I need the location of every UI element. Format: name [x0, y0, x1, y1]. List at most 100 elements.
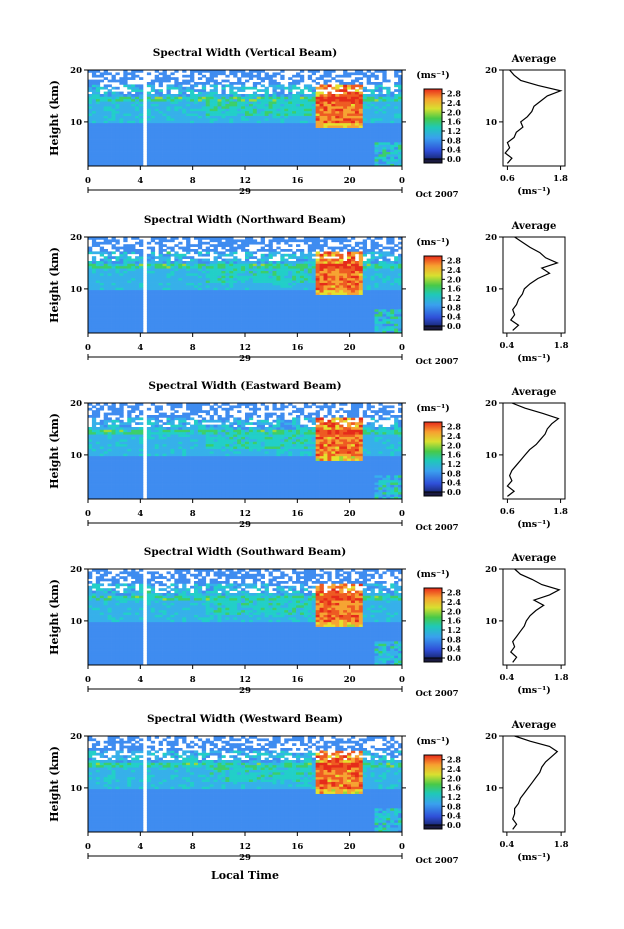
heatmap-cell [319, 110, 324, 114]
heatmap-cell [162, 110, 167, 114]
heatmap-cell [339, 74, 344, 78]
heatmap-cell [370, 158, 375, 162]
heatmap-cell [166, 313, 171, 317]
heatmap-cell [292, 113, 297, 116]
heatmap-cell [201, 154, 207, 157]
heatmap-cell [217, 110, 222, 114]
heatmap-cell [95, 275, 101, 279]
heatmap-cell [248, 297, 254, 300]
heatmap-cell [182, 149, 187, 152]
heatmap-cell [182, 139, 187, 143]
heatmap-cell [256, 301, 262, 305]
heatmap-cell [252, 316, 258, 319]
heatmap-cell [248, 280, 254, 283]
heatmap-cell [307, 130, 313, 133]
heatmap-cell [225, 132, 230, 136]
heatmap-cell [95, 127, 101, 131]
heatmap-cell [229, 299, 234, 303]
heatmap-cell [398, 318, 403, 322]
heatmap-cell [95, 282, 101, 286]
heatmap-cell [190, 86, 195, 90]
heatmap-cell [190, 292, 195, 295]
heatmap-cell [256, 74, 262, 78]
heatmap-cell [201, 125, 207, 128]
heatmap-cell [229, 130, 234, 133]
heatmap-cell [394, 282, 399, 286]
heatmap-cell [245, 289, 250, 293]
heatmap-cell [88, 321, 93, 324]
heatmap-cell [347, 91, 352, 95]
heatmap-cell [213, 287, 218, 291]
heatmap-cell [131, 70, 136, 73]
heatmap-cell [339, 313, 344, 317]
heatmap-cell [186, 132, 191, 136]
heatmap-cell [221, 323, 226, 327]
heatmap-cell [299, 70, 305, 73]
heatmap-cell [260, 142, 265, 145]
heatmap-cell [394, 113, 399, 116]
heatmap-cell [378, 313, 383, 317]
heatmap-cell [115, 132, 120, 136]
heatmap-cell [91, 309, 97, 312]
heatmap-cell [237, 132, 242, 136]
heatmap-cell [166, 96, 171, 100]
heatmap-cell [225, 313, 230, 317]
heatmap-cell [135, 127, 140, 131]
heatmap-cell [319, 321, 324, 324]
heatmap-cell [241, 82, 246, 85]
heatmap-cell [123, 325, 128, 329]
heatmap-cell [319, 130, 324, 133]
heatmap-cell [166, 89, 171, 92]
heatmap-cell [252, 323, 258, 327]
heatmap-cell [350, 321, 356, 324]
heatmap-cell [150, 156, 156, 160]
heatmap-cell [323, 130, 328, 133]
heatmap-cell [201, 132, 207, 136]
heatmap-cell [182, 325, 187, 329]
heatmap-cell [276, 163, 281, 167]
heatmap-cell [150, 115, 156, 119]
heatmap-cell [193, 323, 199, 327]
heatmap-cell [103, 70, 108, 73]
heatmap-cell [374, 325, 379, 329]
heatmap-cell [241, 108, 246, 112]
heatmap-cell [268, 79, 273, 83]
heatmap-cell [186, 285, 191, 288]
heatmap-cell [307, 292, 313, 295]
heatmap-cell [91, 297, 97, 300]
heatmap-cell [209, 103, 214, 107]
heatmap-cell [272, 149, 277, 152]
heatmap-cell [272, 96, 277, 100]
heatmap-cell [139, 161, 144, 164]
heatmap-cell [135, 156, 140, 160]
heatmap-cell [339, 108, 344, 112]
heatmap-cell [233, 82, 238, 85]
heatmap-cell [88, 316, 93, 319]
heatmap-cell [154, 289, 159, 293]
heatmap-cell [91, 120, 97, 124]
heatmap-cell [170, 313, 175, 317]
heatmap-cell [186, 89, 191, 92]
x-tick-label: 4 [137, 176, 143, 186]
heatmap-cell [178, 309, 183, 312]
heatmap-cell [245, 72, 250, 76]
heatmap-cell [299, 149, 305, 152]
heatmap-cell [252, 328, 258, 331]
heatmap-cell [264, 103, 269, 107]
heatmap-cell [201, 146, 207, 150]
heatmap-cell [339, 94, 344, 97]
heatmap-cell [299, 316, 305, 319]
heatmap-cell [225, 163, 230, 167]
heatmap-cell [331, 277, 336, 281]
heatmap-cell [127, 101, 132, 104]
heatmap-cell [193, 113, 199, 116]
heatmap-cell [135, 137, 140, 140]
heatmap-cell [139, 125, 144, 128]
heatmap-cell [209, 297, 214, 300]
heatmap-cell [386, 115, 391, 119]
heatmap-cell [166, 113, 171, 116]
heatmap-cell [146, 125, 152, 128]
heatmap-cell [311, 151, 316, 155]
heatmap-cell [213, 304, 218, 307]
heatmap-cell [252, 268, 258, 271]
